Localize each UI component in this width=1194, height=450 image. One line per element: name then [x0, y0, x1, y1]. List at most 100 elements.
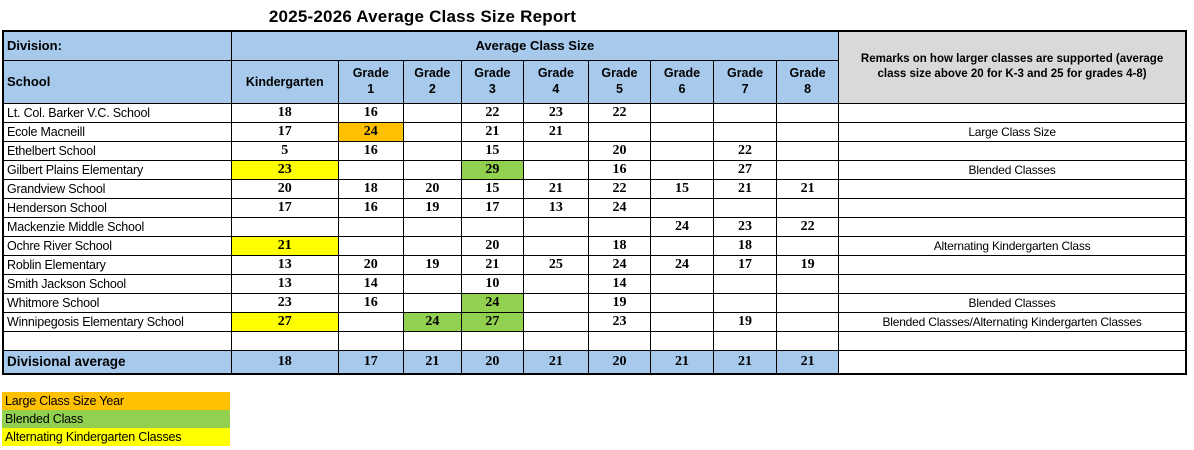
divisional-average-label: Divisional average — [2, 349, 232, 375]
grade-value-cell — [587, 216, 651, 237]
grade-value-cell: 21 — [522, 121, 589, 142]
grade-value-cell — [522, 235, 589, 256]
grade-value-cell: 16 — [337, 102, 404, 123]
grade-value-cell — [337, 216, 404, 237]
grade-value-cell: 15 — [460, 178, 524, 199]
grade-value-cell: 27 — [713, 159, 778, 180]
table-row: Mackenzie Middle School 24 23 22 — [2, 216, 1187, 237]
divisional-average-value-cell: 21 — [776, 349, 840, 375]
grade-value-cell — [587, 121, 651, 142]
grade-value-cell: 20 — [402, 178, 462, 199]
grade-value-cell: 29 — [460, 159, 524, 180]
grade-value-cell — [460, 216, 524, 237]
remark-cell: Blended Classes — [838, 159, 1187, 180]
grade-value-cell — [402, 216, 462, 237]
column-header-grade-2: Grade 2 — [402, 59, 462, 104]
empty-cell — [337, 330, 404, 351]
grade-value-cell — [776, 140, 840, 161]
grade-value-cell: 22 — [587, 102, 651, 123]
average-class-size-header: Average Class Size — [230, 30, 840, 61]
remark-cell: Blended Classes/Alternating Kindergarten… — [838, 311, 1187, 332]
school-name-cell: Ecole Macneill — [2, 121, 232, 142]
remark-cell — [838, 140, 1187, 161]
grade-value-cell: 16 — [587, 159, 651, 180]
legend-item: Blended Class — [2, 410, 230, 428]
grade-value-cell — [402, 102, 462, 123]
grade-value-cell — [337, 159, 404, 180]
grade-value-cell — [522, 159, 589, 180]
school-name-cell: Henderson School — [2, 197, 232, 218]
grade-value-cell: 24 — [649, 216, 715, 237]
divisional-average-value-cell: 18 — [230, 349, 339, 375]
grade-value-cell — [522, 292, 589, 313]
table-row: Grandview School 20 18 20 15 21 22 15 21 21 — [2, 178, 1187, 199]
remark-cell — [838, 197, 1187, 218]
divisional-average-value-cell: 20 — [587, 349, 651, 375]
grade-value-cell: 21 — [460, 254, 524, 275]
grade-value-cell: 23 — [713, 216, 778, 237]
grade-value-cell — [522, 273, 589, 294]
empty-cell — [230, 330, 339, 351]
grade-value-cell: 23 — [587, 311, 651, 332]
remark-cell — [838, 178, 1187, 199]
empty-cell — [649, 330, 715, 351]
title-area: 2025-2026 Average Class Size Report — [0, 0, 845, 27]
remark-cell — [838, 254, 1187, 275]
grade-value-cell: 23 — [230, 159, 339, 180]
grade-value-cell — [649, 159, 715, 180]
grade-value-cell — [776, 273, 840, 294]
divisional-average-value-cell: 21 — [649, 349, 715, 375]
table-row: Lt. Col. Barker V.C. School 18 16 22 23 22 — [2, 102, 1187, 123]
grade-value-cell — [713, 102, 778, 123]
grade-value-cell: 16 — [337, 197, 404, 218]
header-row-2: School Kindergarten Grade 1 Grade 2 Grad… — [2, 59, 1186, 104]
school-name-cell: Grandview School — [2, 178, 232, 199]
grade-value-cell — [713, 292, 778, 313]
grade-value-cell — [713, 197, 778, 218]
school-name-cell: Lt. Col. Barker V.C. School — [2, 102, 232, 123]
class-size-report-table: Division: Average Class Size Remarks on … — [2, 30, 1187, 375]
grade-value-cell: 25 — [522, 254, 589, 275]
school-name-cell: Ochre River School — [2, 235, 232, 256]
grade-value-cell: 21 — [522, 178, 589, 199]
table-row: Roblin Elementary 13 20 19 21 25 24 24 17 19 — [2, 254, 1187, 275]
grade-value-cell — [649, 197, 715, 218]
grade-value-cell: 24 — [587, 254, 651, 275]
grade-value-cell: 24 — [337, 121, 404, 142]
grade-value-cell — [402, 159, 462, 180]
remark-cell: Blended Classes — [838, 292, 1187, 313]
empty-cell — [2, 330, 232, 351]
grade-value-cell — [649, 292, 715, 313]
grade-value-cell: 17 — [460, 197, 524, 218]
grade-value-cell: 21 — [713, 178, 778, 199]
grade-value-cell: 22 — [713, 140, 778, 161]
grade-value-cell: 14 — [587, 273, 651, 294]
divisional-average-value-cell: 20 — [460, 349, 524, 375]
remark-cell: Large Class Size — [838, 121, 1187, 142]
grade-value-cell: 13 — [522, 197, 589, 218]
grade-value-cell: 17 — [230, 121, 339, 142]
column-header-grade-6: Grade 6 — [649, 59, 715, 104]
legend: Large Class Size Year Blended Class Altern… — [2, 392, 230, 446]
divisional-average-value-cell: 17 — [337, 349, 404, 375]
grade-value-cell — [776, 197, 840, 218]
table-row: Ochre River School 21 20 18 18 Alternating Ki… — [2, 235, 1187, 256]
remark-cell — [838, 216, 1187, 237]
grade-value-cell — [776, 235, 840, 256]
grade-value-cell: 20 — [587, 140, 651, 161]
divisional-average-remark-cell — [838, 349, 1187, 375]
table-row: Whitmore School 23 16 24 19 Blended Classes — [2, 292, 1187, 313]
column-header-grade-7: Grade 7 — [713, 59, 778, 104]
grade-value-cell: 16 — [337, 292, 404, 313]
empty-cell — [587, 330, 651, 351]
grade-value-cell: 21 — [460, 121, 524, 142]
grade-value-cell: 17 — [713, 254, 778, 275]
grade-value-cell: 20 — [337, 254, 404, 275]
grade-value-cell — [776, 311, 840, 332]
grade-value-cell: 13 — [230, 254, 339, 275]
grade-value-cell: 5 — [230, 140, 339, 161]
grade-value-cell: 23 — [230, 292, 339, 313]
school-name-cell: Smith Jackson School — [2, 273, 232, 294]
legend-item: Large Class Size Year — [2, 392, 230, 410]
grade-value-cell — [649, 102, 715, 123]
